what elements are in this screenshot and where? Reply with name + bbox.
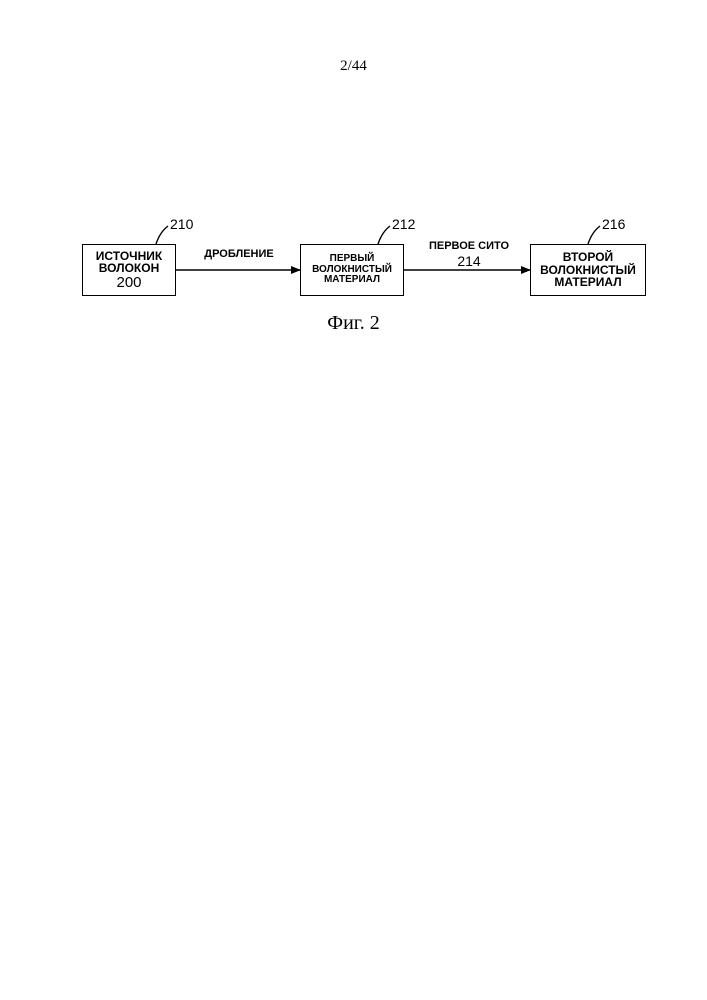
edge-label-line: 214 [414,253,524,270]
ref-label-216: 216 [602,216,625,232]
flow-node-n3: ВТОРОЙВОЛОКНИСТЫЙМАТЕРИАЛ [530,244,646,296]
edge-label-1: ПЕРВОЕ СИТО214 [414,240,524,270]
ref-label-210: 210 [170,216,193,232]
node-text: ВОЛОКОН [99,262,159,275]
edge-label-0: ДРОБЛЕНИЕ [192,248,286,261]
edge-label-line: ДРОБЛЕНИЕ [192,248,286,261]
node-text: МАТЕРИАЛ [554,276,621,289]
edge-label-line: ПЕРВОЕ СИТО [414,240,524,253]
flow-node-n2: ПЕРВЫЙВОЛОКНИСТЫЙМАТЕРИАЛ [300,244,404,296]
node-text: МАТЕРИАЛ [324,275,380,286]
node-text: 200 [116,275,141,291]
page-number: 2/44 [0,58,707,75]
flow-node-n1: ИСТОЧНИКВОЛОКОН200 [82,244,176,296]
node-text: ВТОРОЙ [563,251,613,264]
ref-label-212: 212 [392,216,415,232]
figure-caption: Фиг. 2 [0,312,707,335]
